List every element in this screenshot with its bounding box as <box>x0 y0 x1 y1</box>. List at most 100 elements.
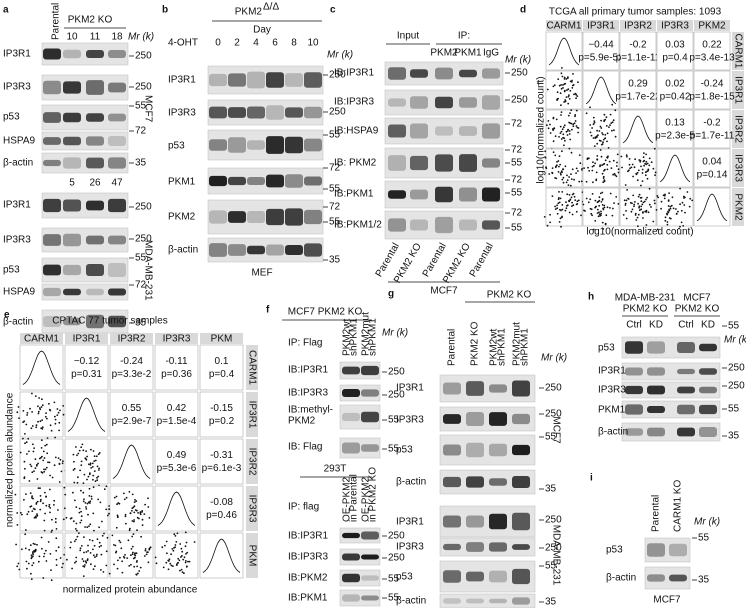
scatter-dot <box>656 228 659 231</box>
cell <box>656 31 694 71</box>
marker-label: 250 <box>728 363 745 374</box>
scatter-dot <box>585 112 588 115</box>
scatter-dot <box>88 525 90 527</box>
scatter-dot <box>675 213 678 215</box>
cell <box>619 148 657 188</box>
scatter-dot <box>65 516 68 519</box>
scatter-dot <box>117 559 119 562</box>
header-bg <box>657 20 693 31</box>
scatter-dot <box>640 208 643 211</box>
scatter-dot <box>593 120 596 122</box>
scatter-dot <box>43 470 46 473</box>
row-header: IP3R3 <box>732 154 743 182</box>
panel-letter: e <box>4 310 10 321</box>
scatter-dot <box>588 157 590 160</box>
scatter-dot <box>147 497 149 500</box>
scatter-dot <box>636 171 639 174</box>
scatter-dot <box>670 204 673 207</box>
scatter-dot <box>31 471 34 474</box>
scatter-dot <box>666 221 669 223</box>
band <box>247 211 265 223</box>
scatter-dot <box>113 496 116 499</box>
scatter-dot <box>689 197 692 200</box>
lane-label: OE-PKM2 <box>361 477 372 522</box>
scatter-dot <box>75 556 78 559</box>
scatter-dot <box>87 550 89 552</box>
scatter-dot <box>32 542 35 545</box>
scatter-dot <box>175 541 178 543</box>
scatter-dot <box>135 561 138 563</box>
scatter-dot <box>83 536 85 538</box>
scatter-dot <box>634 214 637 216</box>
scatter-dot <box>46 417 48 420</box>
scatter-dot <box>605 116 608 119</box>
row-label: IB:PKM1 <box>288 593 328 604</box>
mr-label: Mr (k) <box>505 55 531 66</box>
scatter-dot <box>596 158 599 161</box>
scatter-dot <box>177 561 180 564</box>
scatter-dot <box>56 408 59 410</box>
scatter-dot <box>180 568 183 571</box>
scatter-dot <box>32 507 35 510</box>
marker-label: 250 <box>545 543 562 554</box>
scatter-dot <box>132 506 135 509</box>
scatter-dot <box>654 174 656 177</box>
row-header: IP3R1 <box>246 401 257 429</box>
scatter-dot <box>82 500 85 503</box>
scatter-dot <box>561 75 564 78</box>
band <box>43 198 61 213</box>
scatter-dot <box>95 455 98 458</box>
scatter-dot <box>605 125 608 127</box>
scatter-dot <box>583 167 585 170</box>
scatter-dot <box>601 204 604 206</box>
scatter-dot <box>537 82 539 84</box>
scatter-dot <box>637 169 640 172</box>
scatter-dot <box>62 562 64 565</box>
scatter-dot <box>566 77 569 79</box>
scatter-dot <box>35 426 38 429</box>
mr-label: Mr (k) <box>128 32 154 43</box>
band <box>86 49 104 59</box>
scatter-dot <box>86 526 89 529</box>
scatter-dot <box>552 140 555 143</box>
column-header: IP3R1 <box>587 21 615 32</box>
scatter-dot <box>30 554 33 557</box>
scatter-dot <box>136 529 138 532</box>
scatter-dot <box>96 465 99 468</box>
correlation-value: -0.2 <box>629 40 647 51</box>
band <box>466 542 484 552</box>
scatter-dot <box>31 392 33 395</box>
p-value: p=0.42 <box>660 92 691 103</box>
scatter-dot <box>642 156 645 159</box>
row-label: HSPA9 <box>3 136 35 147</box>
scatter-dot <box>93 470 96 472</box>
scatter-dot <box>177 557 180 560</box>
scatter-dot <box>578 180 581 183</box>
row-header: IP3R3 <box>246 495 257 523</box>
scatter-dot <box>129 512 132 515</box>
band <box>388 98 406 107</box>
scatter-dot <box>612 119 615 122</box>
lane-label: Parental <box>447 329 458 366</box>
scatter-dot <box>604 118 607 121</box>
band <box>228 137 246 153</box>
scatter-dot <box>93 460 96 462</box>
scatter-dot <box>552 151 555 154</box>
band <box>43 287 61 297</box>
scatter-dot <box>574 92 577 95</box>
scatter-dot <box>546 88 549 91</box>
scatter-dot <box>44 512 46 515</box>
p-value: p=3.3e-2 <box>112 369 152 380</box>
scatter-dot <box>591 214 593 217</box>
row-label: IB:PKM2 <box>288 573 328 584</box>
scatter-dot <box>90 563 92 566</box>
scatter-dot <box>640 165 642 168</box>
scatter-dot <box>49 511 51 514</box>
scatter-dot <box>45 443 48 446</box>
scatter-dot <box>599 192 602 195</box>
row-label: PKM1 <box>598 405 626 416</box>
scatter-dot <box>656 195 659 197</box>
scatter-dot <box>594 199 597 202</box>
scatter-dot <box>132 551 134 554</box>
